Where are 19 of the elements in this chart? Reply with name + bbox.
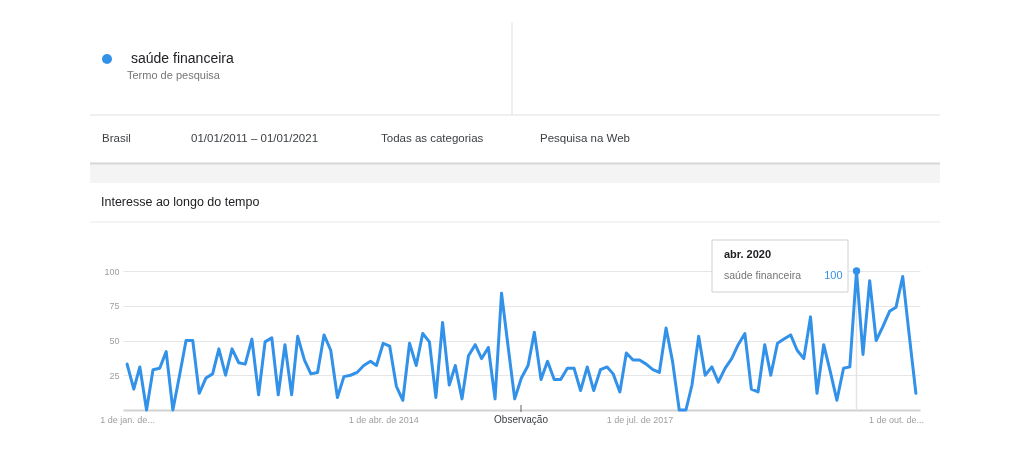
y-tick-label: 50 <box>109 336 120 346</box>
data-label: 100 <box>824 269 843 281</box>
x-tick-label: 1 de jan. de... <box>100 414 155 425</box>
x-tick-label: 1 de abr. de 2014 <box>348 414 419 425</box>
text: abr. 2020 <box>724 248 772 260</box>
y-tick-label: 100 <box>104 266 120 277</box>
text: 01/01/2011 – 01/01/2021 <box>191 132 319 144</box>
y-tick-label: 75 <box>109 301 120 312</box>
legend-label: saúde financeira <box>131 50 234 66</box>
x-tick-label: 1 de out. de... <box>869 414 925 425</box>
y-tick-label: 25 <box>109 370 120 381</box>
text: Observação <box>494 414 549 425</box>
chart-title: Interesse ao longo do tempo <box>101 195 260 209</box>
x-tick-label: 1 de jul. de 2017 <box>606 414 674 425</box>
text: Brasil <box>102 132 131 144</box>
text: Todas as categorias <box>381 132 484 144</box>
text: saúde financeira <box>724 269 802 281</box>
text: Pesquisa na Web <box>540 132 630 144</box>
legend-title: Termo de pesquisa <box>127 69 221 81</box>
